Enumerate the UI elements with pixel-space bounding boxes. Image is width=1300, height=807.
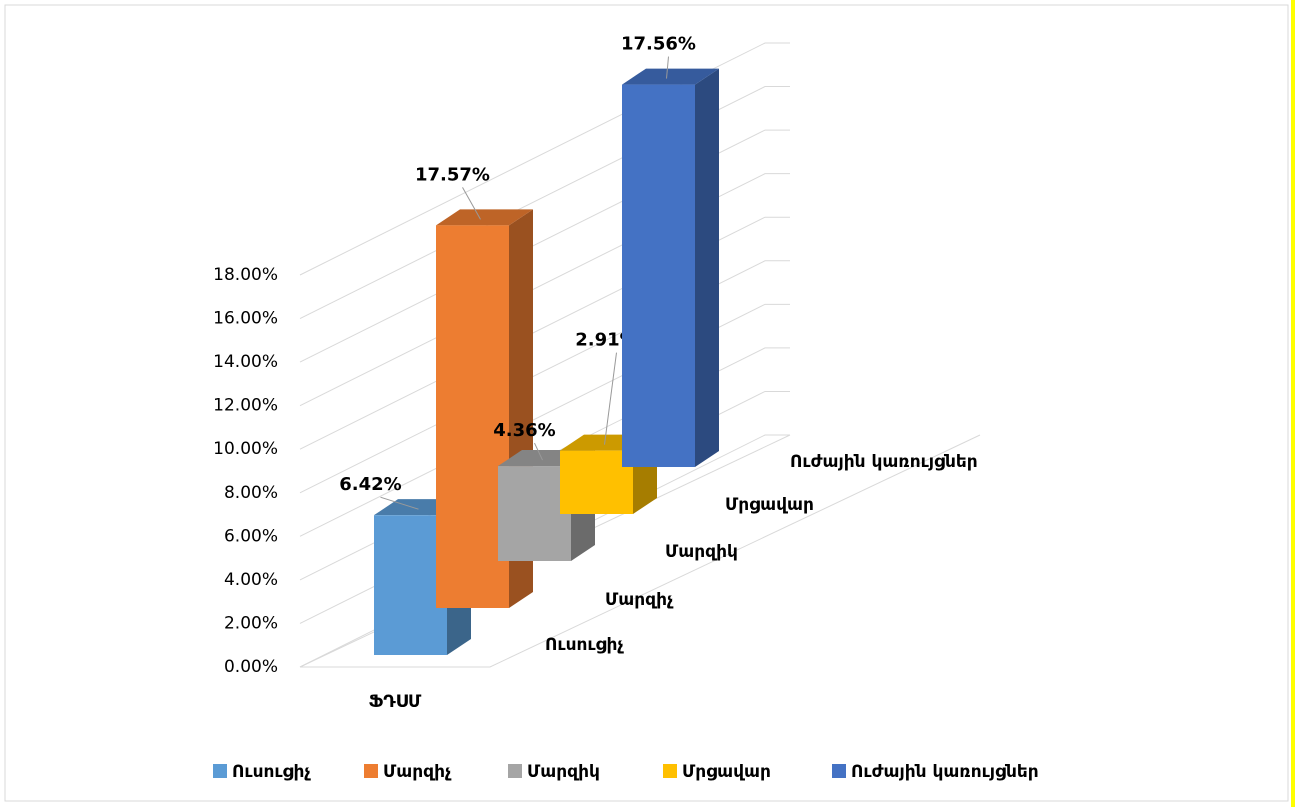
legend-swatch [508,764,522,778]
series-axis-label: Մարզիկ [665,542,738,562]
value-label: 17.57% [415,164,490,185]
bar-top [436,209,533,226]
y-tick-label: 2.00% [224,613,278,633]
bar [436,225,509,608]
bar [560,450,633,514]
bar-side [695,68,719,468]
y-tick-label: 6.00% [224,526,278,546]
y-tick-label: 12.00% [213,396,278,416]
leader-line [666,56,669,79]
y-tick-label: 10.00% [213,439,278,459]
legend-label: Ուսուցիչ [232,762,311,782]
y-tick-label: 0.00% [224,657,278,677]
y-tick-label: 14.00% [213,352,278,372]
legend-label: Մրցավար [682,762,771,782]
legend-label: Ուժային կառույցներ [851,762,1039,782]
value-label: 17.56% [621,34,696,55]
series-axis-label: Ուսուցիչ [545,635,624,655]
y-tick-label: 16.00% [213,309,278,329]
bar [622,84,695,468]
value-label: 6.42% [339,474,401,495]
leader-line [462,187,481,220]
legend-label: Մարզիկ [527,762,600,782]
side-bar [1291,0,1295,807]
y-tick-label: 18.00% [213,265,278,285]
bar-top [622,68,719,85]
floor-edge [300,434,981,668]
series-axis-label: Մրցավար [725,495,814,515]
legend-swatch [663,764,677,778]
leader-line [534,442,543,461]
legend-swatch [832,764,846,778]
x-category: ՖԴՍՄ [369,692,422,712]
legend-label: Մարզիչ [383,762,452,782]
leader-line [604,352,617,445]
bar [498,466,571,561]
series-axis-label: Ուժային կառույցներ [790,452,978,472]
series-axis-label: Մարզիչ [605,590,674,610]
y-tick-label: 4.00% [224,570,278,590]
legend-swatch [364,764,378,778]
grid-line [299,42,790,276]
y-tick-label: 8.00% [224,483,278,503]
value-label: 4.36% [493,420,555,441]
bar [374,515,447,655]
legend-swatch [213,764,227,778]
leader-line [380,496,419,510]
